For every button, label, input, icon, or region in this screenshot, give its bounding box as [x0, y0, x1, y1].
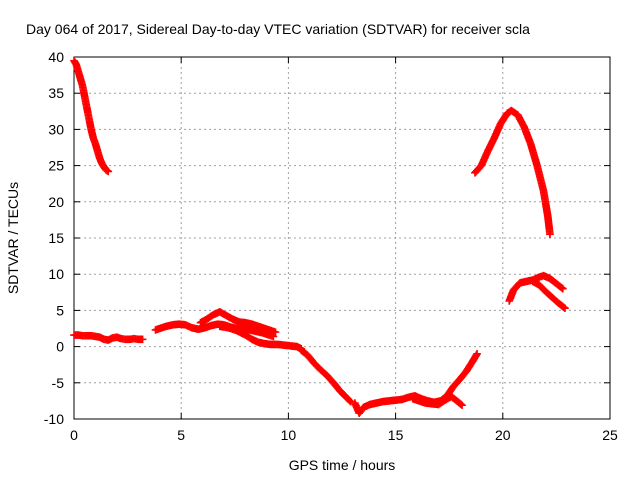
series-arc-4	[196, 308, 280, 336]
y-tick-label: 40	[48, 49, 64, 65]
series-arc-6	[297, 346, 355, 406]
chart-title: Day 064 of 2017, Sidereal Day-to-day VTE…	[26, 21, 530, 37]
y-tick-label: 0	[56, 339, 64, 355]
series-arc-9	[471, 106, 554, 239]
x-tick-label: 10	[281, 427, 297, 443]
y-tick-label: 30	[48, 121, 64, 137]
y-tick-label: 10	[48, 266, 64, 282]
y-tick-label: -5	[52, 375, 65, 391]
y-tick-label: 20	[48, 194, 64, 210]
x-tick-label: 0	[70, 427, 78, 443]
series-arc-8	[408, 392, 466, 410]
y-tick-label: 25	[48, 158, 64, 174]
data-point	[346, 397, 355, 406]
data-point	[559, 284, 567, 293]
data-marks	[70, 56, 569, 418]
data-point	[458, 401, 466, 410]
x-tick-label: 5	[177, 427, 185, 443]
data-point	[138, 335, 147, 344]
y-tick-label: 15	[48, 230, 64, 246]
series-arc-2	[70, 331, 147, 344]
data-point	[104, 167, 113, 176]
data-point	[345, 396, 354, 405]
data-point	[473, 350, 481, 358]
data-point	[271, 328, 280, 336]
series-arc-5	[215, 322, 306, 353]
x-tick-label: 20	[495, 427, 511, 443]
data-point	[557, 284, 566, 292]
y-tick-label: 5	[56, 302, 64, 318]
grid	[74, 57, 610, 419]
data-point	[560, 303, 568, 312]
y-tick-label: 35	[48, 85, 64, 101]
x-tick-label: 25	[602, 427, 618, 443]
y-tick-label: -10	[44, 411, 64, 427]
x-tick-label: 15	[388, 427, 404, 443]
data-point	[546, 230, 554, 239]
axis-ticks: 0 5 10 15 20 25 -10 -5 0 5 10 15 20 25 30 35 40	[44, 49, 618, 443]
data-point	[457, 400, 465, 409]
series-arc-1	[70, 56, 113, 176]
data-point	[561, 304, 569, 313]
y-axis-label: SDTVAR / TECUs	[5, 182, 21, 294]
series-arc-11	[529, 277, 569, 313]
x-axis-label: GPS time / hours	[289, 457, 396, 473]
